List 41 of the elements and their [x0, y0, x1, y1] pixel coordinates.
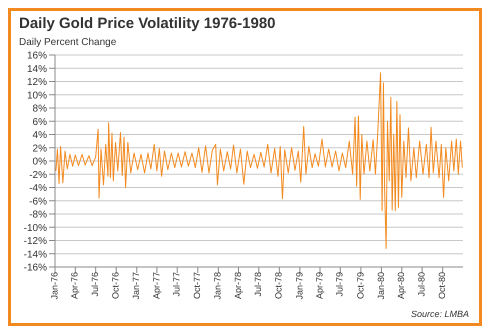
x-tick-label: Oct-79	[355, 272, 366, 300]
y-tick-label: -10%	[24, 222, 48, 234]
x-tick-label: Jul-79	[334, 272, 345, 297]
y-tick-label: 12%	[26, 77, 48, 88]
x-tick-label: Apr-76	[70, 272, 80, 300]
y-tick-label: -8%	[29, 210, 48, 221]
x-tick-label: Apr-80	[396, 272, 406, 300]
x-tick-label: Jul-77	[172, 272, 182, 297]
x-tick-label: Jul-80	[416, 272, 426, 297]
x-tick-label: Jan-77	[131, 272, 142, 300]
source-note: Source: LMBA	[410, 309, 469, 319]
y-tick-label: -12%	[24, 236, 48, 248]
x-tick-label: Jan-78	[212, 272, 223, 300]
x-tick-label: Apr-79	[314, 272, 324, 300]
y-tick-label: 0%	[32, 156, 48, 168]
y-tick-label: 2%	[32, 143, 48, 154]
chart-title: Daily Gold Price Volatility 1976-1980	[19, 15, 276, 32]
x-tick-label: Oct-78	[274, 272, 284, 300]
x-tick-label: Oct-76	[110, 272, 121, 300]
y-tick-label: 14%	[26, 64, 48, 75]
y-tick-label: 16%	[26, 50, 48, 62]
y-tick-label: -6%	[29, 196, 48, 208]
x-tick-label: Oct-77	[192, 272, 202, 300]
x-tick-label: Apr-78	[232, 272, 243, 300]
y-tick-label: 8%	[32, 104, 48, 115]
x-tick-label: Jul-76	[90, 272, 100, 297]
y-tick-label: -16%	[24, 262, 48, 274]
x-tick-label: Oct-80	[437, 272, 448, 300]
x-tick-label: Jan-79	[294, 272, 304, 300]
y-tick-label: -2%	[29, 170, 48, 181]
y-tick-label: 6%	[32, 116, 48, 128]
x-tick-label: Apr-77	[151, 272, 162, 300]
y-axis-title: Daily Percent Change	[19, 37, 116, 48]
x-tick-label: Jul-78	[253, 272, 264, 297]
y-tick-label: -14%	[24, 249, 48, 260]
y-tick-label: 10%	[26, 90, 48, 102]
y-tick-label: -4%	[29, 183, 48, 194]
line-series	[55, 72, 463, 249]
x-tick-label: Jan-80	[376, 272, 386, 300]
x-tick-label: Jan-76	[49, 272, 60, 300]
y-tick-label: 4%	[32, 130, 48, 142]
